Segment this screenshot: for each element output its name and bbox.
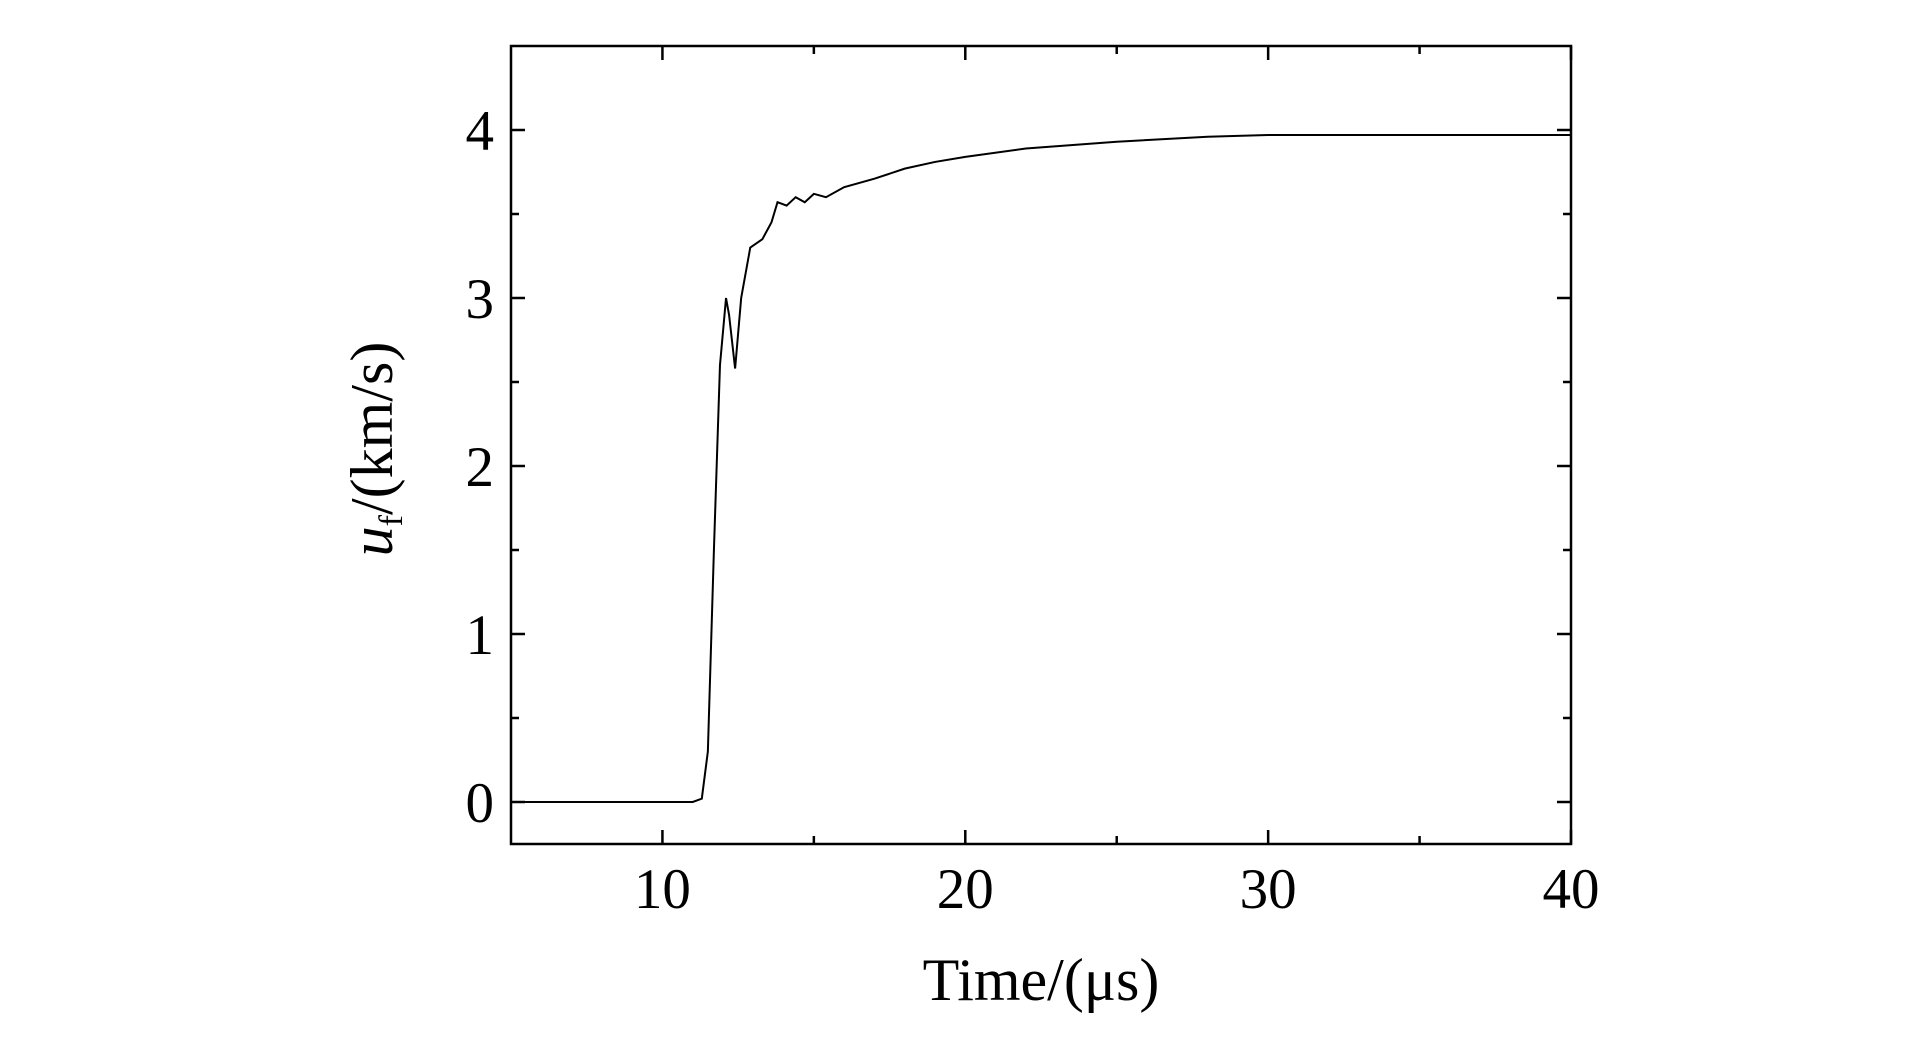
y-axis-subscript: f [373,514,410,526]
y-tick-label: 0 [466,772,495,835]
data-line [517,134,1571,803]
x-tick-label: 30 [1240,858,1297,921]
y-tick-label: 2 [466,436,495,499]
y-axis-unit: /(km/s) [339,342,405,515]
y-axis-symbol: u [339,526,405,556]
plot-frame [509,44,1573,846]
x-axis-title: Time/(μs) [923,947,1160,1013]
y-tick-label: 4 [466,100,495,163]
x-tick-label: 20 [937,858,994,921]
y-tick-label: 1 [466,604,495,667]
x-tick-label: 40 [1543,858,1600,921]
y-axis-title: uf/(km/s) [339,342,410,557]
x-tick-label: 10 [634,858,691,921]
y-tick-label: 3 [466,268,495,331]
